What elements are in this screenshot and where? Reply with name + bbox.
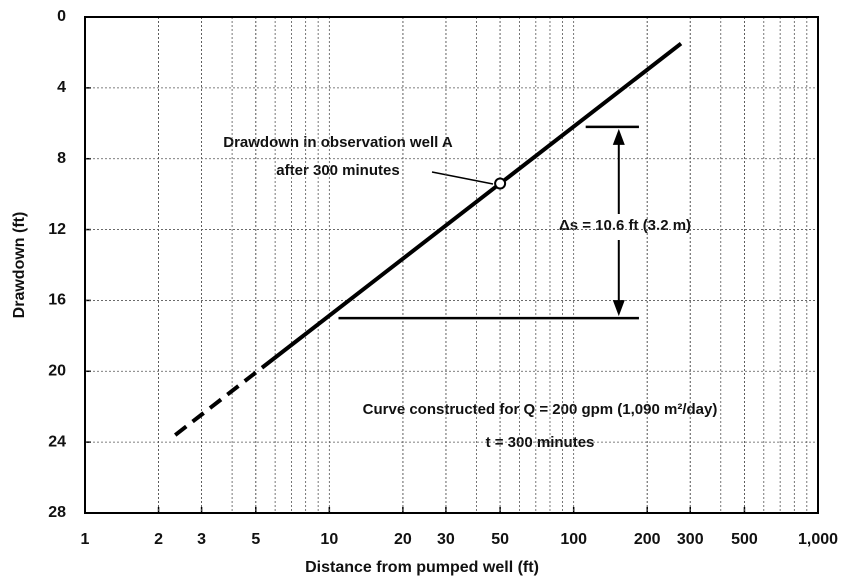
annotation: Δs = 10.6 ft (3.2 m): [559, 217, 691, 234]
y-tick-label: 20: [48, 363, 66, 380]
x-tick-label: 500: [731, 531, 758, 548]
annotation: t = 300 minutes: [486, 434, 595, 451]
y-tick-label: 24: [48, 433, 66, 450]
line: [260, 41, 683, 370]
plot-frame: [84, 16, 819, 514]
annotation: after 300 minutes: [276, 162, 399, 179]
x-axis-label: Distance from pumped well (ft): [305, 559, 539, 576]
y-tick-label: 28: [48, 504, 66, 521]
y-tick-label: 4: [57, 79, 66, 96]
x-tick-label: 1: [81, 531, 90, 548]
y-tick-label: 16: [48, 292, 66, 309]
x-tick-label: 20: [394, 531, 412, 548]
x-tick-label: 100: [560, 531, 587, 548]
arrow-head: [612, 128, 625, 145]
x-tick-label: 2: [154, 531, 163, 548]
y-tick-label: 12: [48, 221, 66, 238]
x-tick-label: 10: [320, 531, 338, 548]
arrow-head: [612, 300, 625, 317]
x-tick-label: 50: [491, 531, 509, 548]
y-tick-label: 8: [57, 150, 66, 167]
observation-point: [494, 177, 507, 190]
x-tick-label: 3: [197, 531, 206, 548]
x-tick-label: 1,000: [798, 531, 838, 548]
x-tick-label: 30: [437, 531, 455, 548]
x-tick-label: 300: [677, 531, 704, 548]
annotation: Drawdown in observation well A: [223, 134, 453, 151]
annotation: Curve constructed for Q = 200 gpm (1,090…: [363, 401, 718, 418]
y-axis-label: Drawdown (ft): [11, 212, 28, 319]
y-tick-label: 0: [57, 8, 66, 25]
x-tick-label: 5: [251, 531, 260, 548]
line: [173, 366, 264, 437]
leader-line: [431, 171, 494, 185]
x-tick-label: 200: [634, 531, 661, 548]
